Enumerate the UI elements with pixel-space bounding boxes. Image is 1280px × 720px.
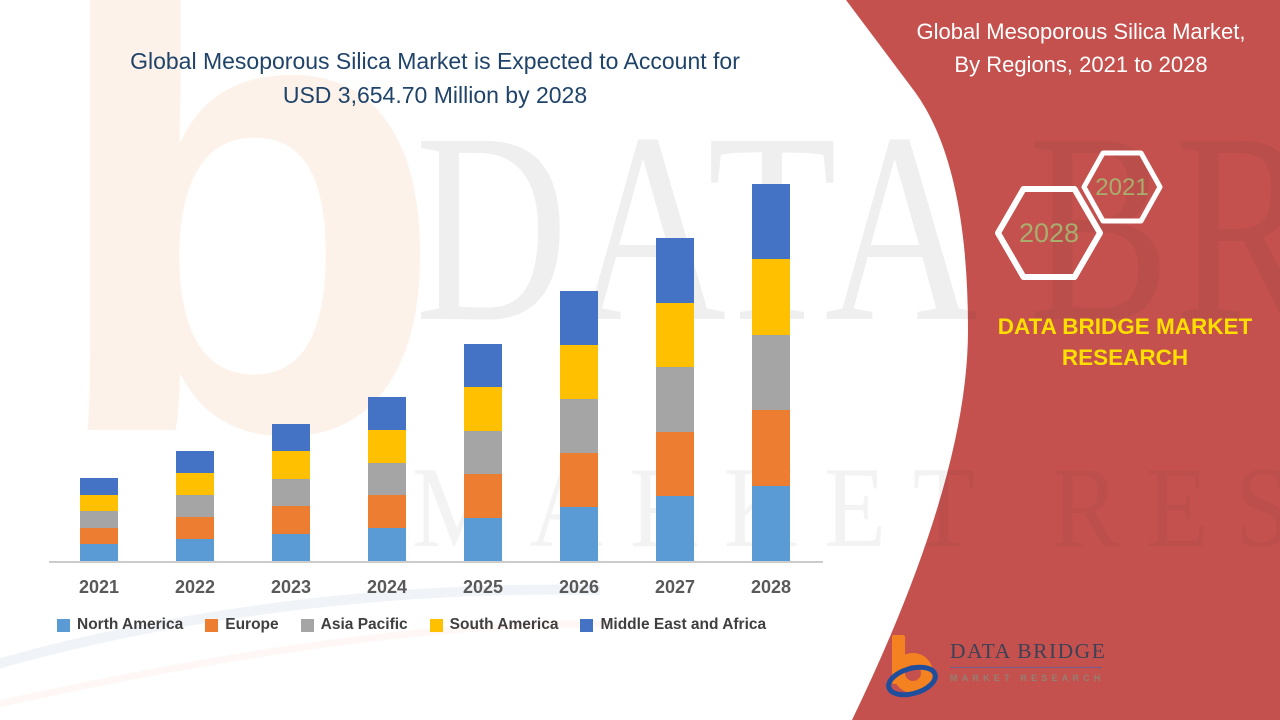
legend-item-south-america: South America (429, 616, 559, 634)
year-hexagons (995, 150, 1163, 280)
chart-title-line2: USD 3,654.70 Million by 2028 (282, 82, 588, 108)
bar-segment-2027-middle-east-and-africa (656, 238, 694, 303)
bar-segment-2028-south-america (752, 259, 790, 335)
bar-segment-2023-south-america (272, 451, 310, 479)
bar-segment-2028-europe (752, 410, 790, 486)
x-axis-label-2023: 2023 (270, 577, 312, 597)
watermark-market-research-text: MARKET RESEARCH (412, 444, 1280, 572)
bar-segment-2024-asia-pacific (368, 462, 406, 496)
legend-label: South America (449, 616, 559, 633)
x-axis-label-2022: 2022 (174, 577, 216, 597)
data-bridge-logo: DATA BRIDGE MARKET RESEARCH (884, 633, 1106, 703)
bar-segment-2024-south-america (368, 429, 406, 463)
data-bridge-logo-icon (886, 635, 938, 698)
bar-segment-2021-asia-pacific (80, 511, 118, 528)
bar-segment-2027-europe (656, 431, 694, 497)
watermark-data-bridge-text: DATA BRIDGE (415, 77, 1280, 378)
hexagon-2021 (1081, 150, 1163, 224)
bar-segment-2025-north-america (464, 517, 502, 561)
bar-2027 (656, 238, 694, 561)
side-panel-title: Global Mesoporous Silica Market, By Regi… (888, 15, 1274, 81)
logo-divider (950, 666, 1102, 668)
x-axis-label-2024: 2024 (366, 577, 408, 597)
bar-segment-2025-middle-east-and-africa (464, 344, 502, 388)
chart-legend: North America Europe Asia Pacific South Ame… (57, 616, 766, 634)
bar-2022 (176, 451, 214, 561)
logo-brand-name: DATA BRIDGE (950, 639, 1107, 663)
bar-segment-2026-north-america (560, 507, 598, 561)
hexagon-2028 (995, 186, 1103, 280)
bar-segment-2021-south-america (80, 494, 118, 512)
bar-segment-2023-north-america (272, 533, 310, 561)
logo-text-block: DATA BRIDGE MARKET RESEARCH (950, 633, 1106, 703)
x-axis-line (49, 561, 823, 563)
x-axis-label-2025: 2025 (462, 577, 504, 597)
bar-2025 (464, 344, 502, 561)
chart-title: Global Mesoporous Silica Market is Expec… (40, 44, 830, 112)
stacked-bar-chart (49, 119, 825, 563)
x-axis-label-2026: 2026 (558, 577, 600, 597)
bar-2021 (80, 478, 118, 561)
bar-2026 (560, 291, 598, 561)
legend-swatch-icon (57, 618, 70, 632)
hexagon-2028-label: 2028 (1018, 218, 1080, 248)
legend-label: Asia Pacific (320, 616, 408, 633)
legend-item-asia-pacific: Asia Pacific (300, 616, 408, 634)
brand-text-line2: RESEARCH (1061, 345, 1189, 370)
hexagon-2021-label: 2021 (1095, 174, 1149, 201)
bar-segment-2026-south-america (560, 345, 598, 399)
side-panel-title-line1: Global Mesoporous Silica Market, (916, 19, 1246, 44)
bar-2024 (368, 397, 406, 561)
side-panel-title-line2: By Regions, 2021 to 2028 (954, 52, 1208, 77)
bar-segment-2028-north-america (752, 485, 790, 561)
legend-swatch-icon (429, 618, 443, 632)
legend-item-north-america: North America (57, 616, 183, 634)
bar-segment-2024-north-america (368, 528, 406, 561)
x-axis-label-2021: 2021 (78, 577, 120, 597)
bar-segment-2021-middle-east-and-africa (80, 478, 118, 495)
bar-segment-2023-asia-pacific (272, 478, 310, 507)
bar-segment-2021-europe (80, 527, 118, 545)
bar-segment-2021-north-america (80, 544, 118, 561)
legend-item-europe: Europe (205, 616, 279, 634)
bar-segment-2022-asia-pacific (176, 495, 214, 517)
legend-swatch-icon (580, 618, 594, 632)
bar-segment-2026-asia-pacific (560, 399, 598, 453)
bar-segment-2024-middle-east-and-africa (368, 397, 406, 430)
bar-2023 (272, 424, 310, 561)
logo-subtitle: MARKET RESEARCH (950, 673, 1105, 683)
brand-text: DATA BRIDGE MARKET RESEARCH (955, 311, 1280, 373)
legend-label: Middle East and Africa (600, 616, 767, 633)
chart-title-line1: Global Mesoporous Silica Market is Expec… (130, 48, 740, 74)
brand-text-line1: DATA BRIDGE MARKET (997, 314, 1253, 339)
bar-segment-2022-south-america (176, 473, 214, 495)
legend-swatch-icon (205, 618, 219, 632)
bar-segment-2022-europe (176, 517, 214, 539)
bar-segment-2027-south-america (656, 302, 694, 368)
bar-segment-2023-middle-east-and-africa (272, 424, 310, 452)
bar-segment-2023-europe (272, 506, 310, 534)
bar-2028 (752, 184, 790, 561)
bar-segment-2026-middle-east-and-africa (560, 291, 598, 345)
bar-segment-2025-south-america (464, 387, 502, 431)
x-axis-label-2028: 2028 (750, 577, 792, 597)
x-axis-label-2027: 2027 (654, 577, 696, 597)
bar-segment-2025-asia-pacific (464, 430, 502, 475)
legend-swatch-icon (300, 618, 314, 632)
bar-segment-2022-middle-east-and-africa (176, 451, 214, 473)
bar-segment-2028-asia-pacific (752, 334, 790, 411)
legend-label: Europe (225, 616, 279, 633)
bar-segment-2028-middle-east-and-africa (752, 184, 790, 260)
bar-segment-2027-asia-pacific (656, 367, 694, 432)
bar-segment-2026-europe (560, 453, 598, 507)
bar-segment-2022-north-america (176, 539, 214, 561)
bar-segment-2027-north-america (656, 496, 694, 561)
legend-item-middle-east-and-africa: Middle East and Africa (580, 616, 766, 634)
bar-segment-2025-europe (464, 474, 502, 518)
legend-label: North America (77, 616, 184, 633)
bar-segment-2024-europe (368, 495, 406, 529)
